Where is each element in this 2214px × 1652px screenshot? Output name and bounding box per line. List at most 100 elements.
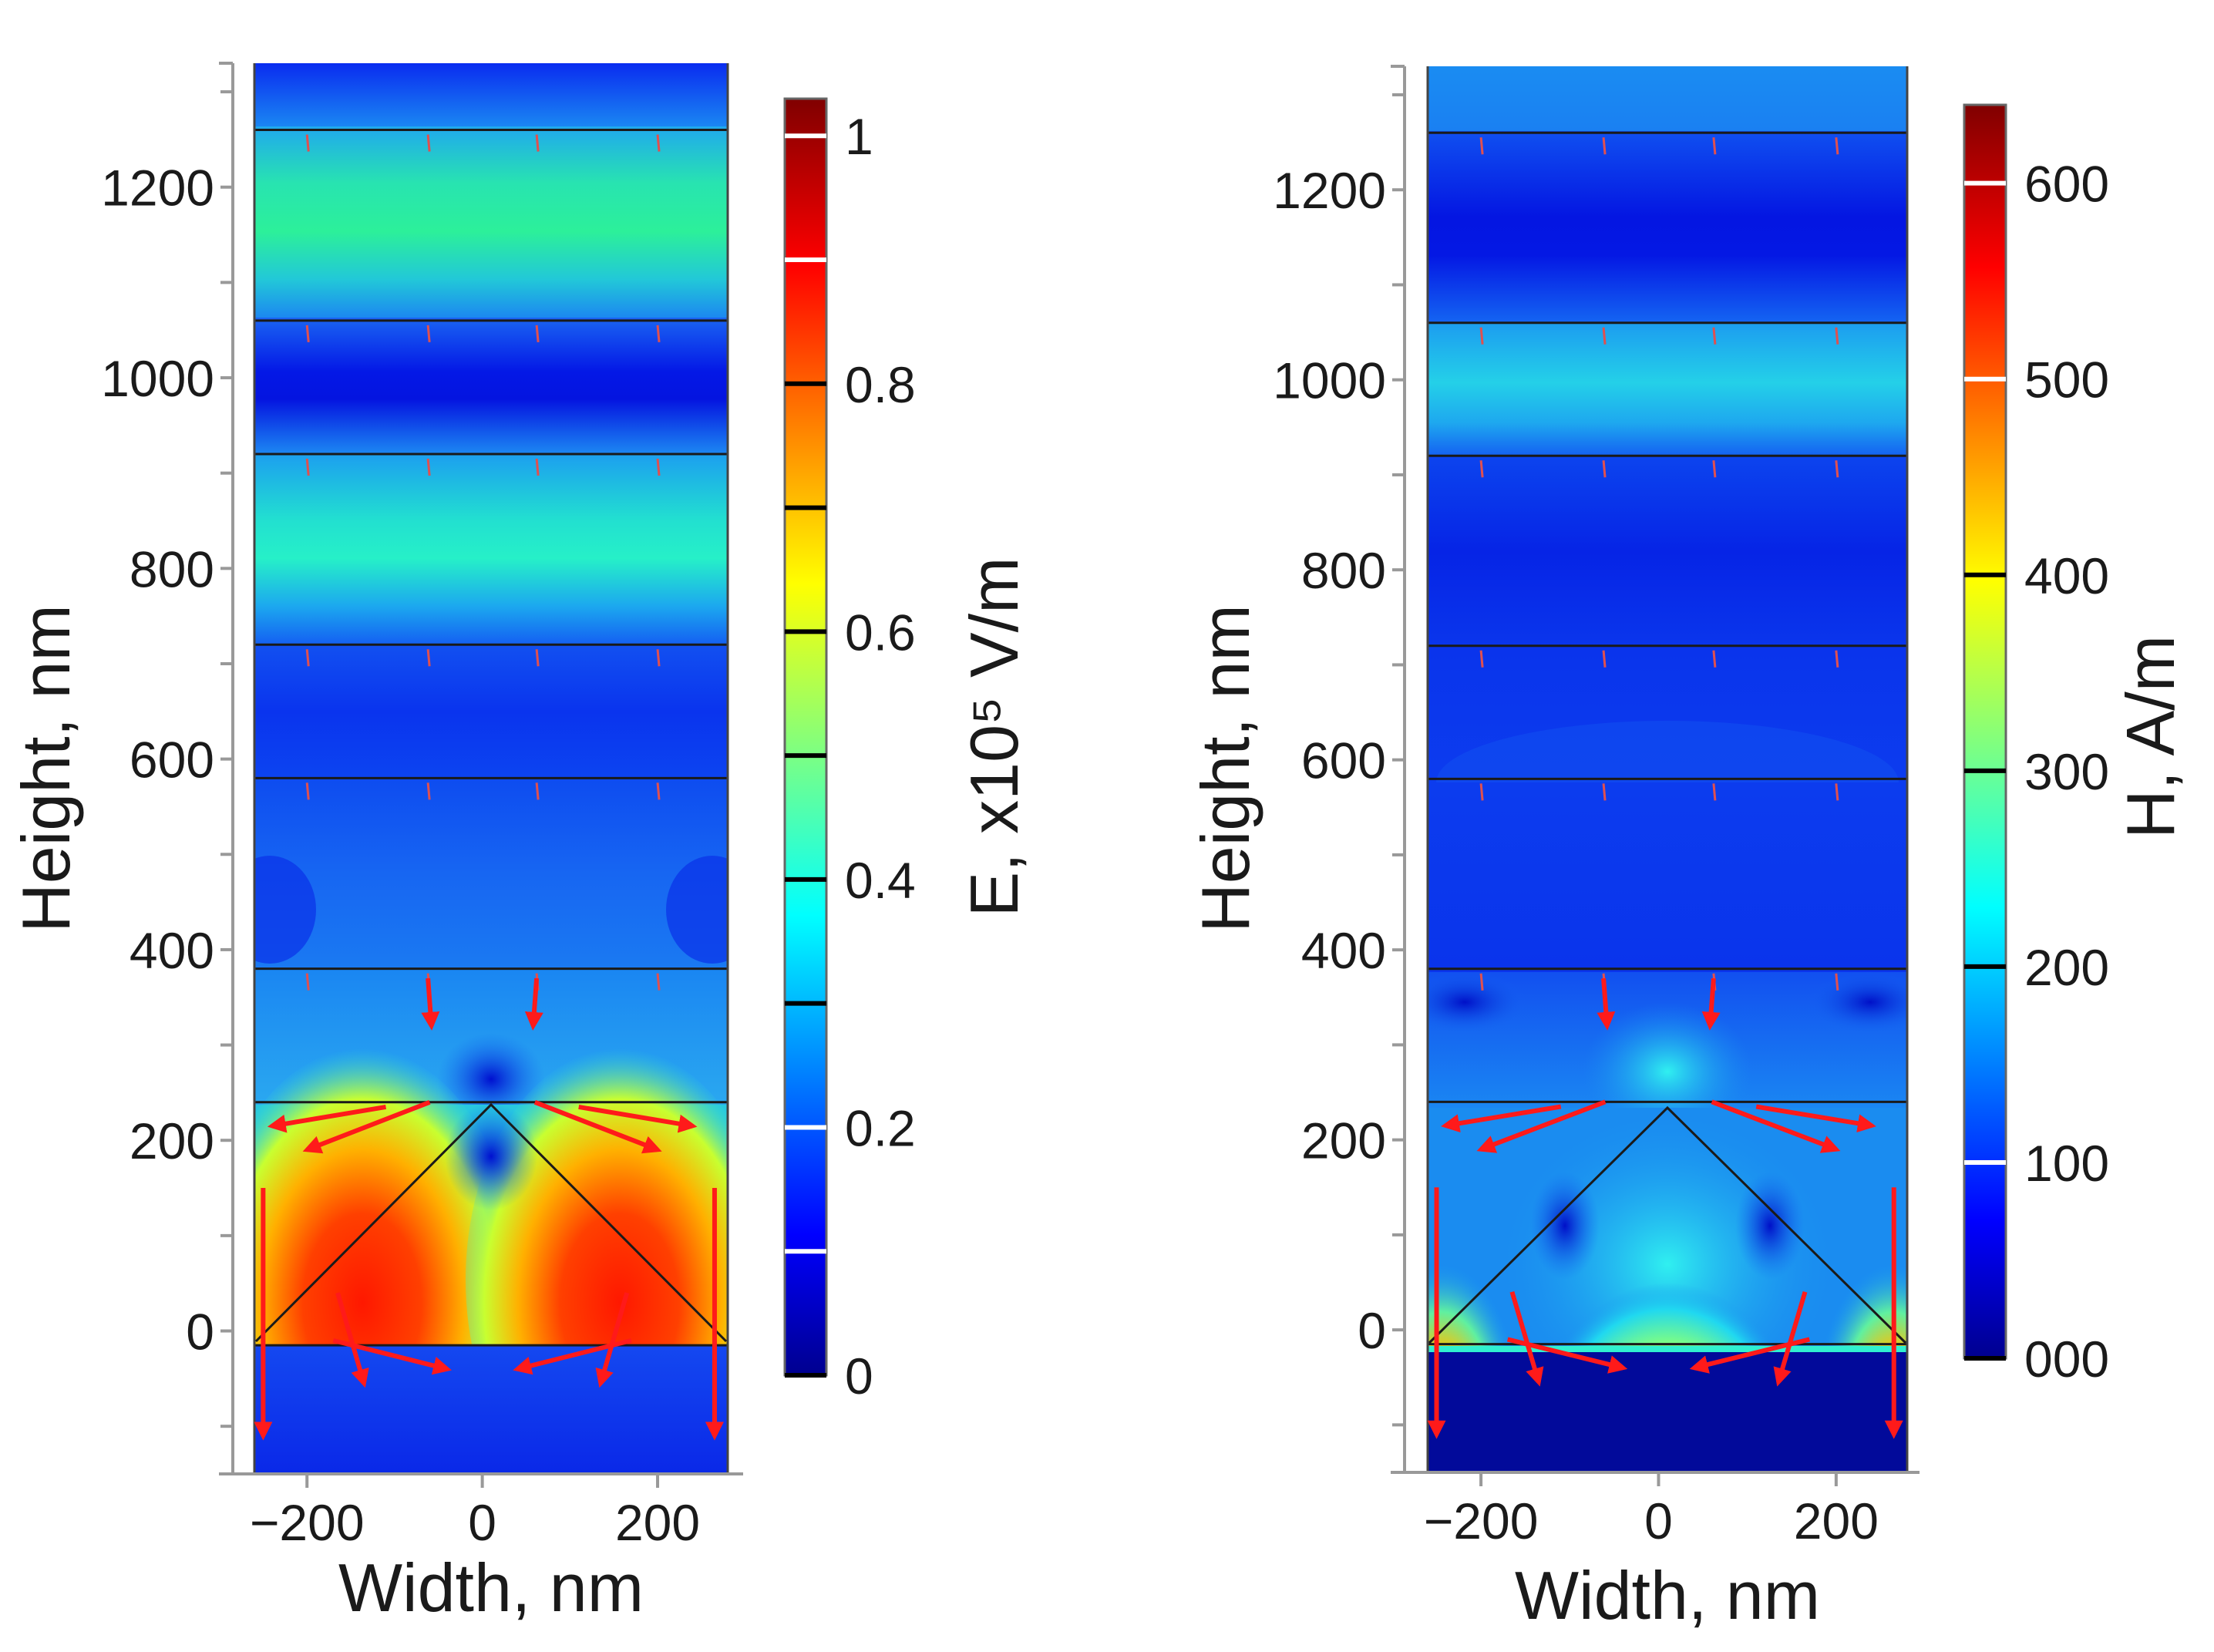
flow-arrow xyxy=(1476,1099,1607,1153)
small-arrow xyxy=(1835,327,1839,345)
y-tick-label: 0 xyxy=(1358,1302,1386,1359)
flow-arrow xyxy=(1509,1290,1544,1387)
y-tick-label: 1000 xyxy=(1273,352,1386,409)
left-poynting-arrows xyxy=(254,134,724,1441)
y-tick-label: 600 xyxy=(1301,732,1386,789)
small-arrow xyxy=(1602,327,1607,345)
flow-arrow xyxy=(421,977,440,1031)
right-colorbar: 000 100 200 300 400 500 600 H, A/m xyxy=(1963,103,2189,1388)
left-colorbar: 0 0.2 0.4 0.6 0.8 1 E, x10⁵ V/m xyxy=(783,97,1032,1405)
right-colorbar-gradient xyxy=(1963,103,2007,1360)
left-x-axis-title: Width, nm xyxy=(338,1549,644,1626)
y-tick-label: 800 xyxy=(1301,542,1386,599)
small-arrow xyxy=(656,782,661,800)
colorbar-tick-label: 500 xyxy=(2024,352,2109,409)
y-tick-label: 0 xyxy=(186,1304,214,1361)
right-x-axis: −200 0 200 xyxy=(1403,1471,1920,1549)
colorbar-tick-label: 200 xyxy=(2024,939,2109,996)
colorbar-tick-label: 0 xyxy=(845,1348,873,1405)
left-colorbar-gradient xyxy=(783,97,828,1377)
small-arrow xyxy=(426,325,431,342)
small-arrow xyxy=(1712,650,1717,668)
small-arrow xyxy=(656,325,661,342)
small-arrow xyxy=(426,649,431,667)
x-tick-label: 200 xyxy=(615,1494,700,1551)
flow-arrow xyxy=(578,1104,698,1133)
small-arrow xyxy=(1602,460,1607,478)
small-arrow xyxy=(1602,650,1607,668)
small-arrow xyxy=(535,325,540,342)
right-pyramid-outline xyxy=(1428,1105,1907,1344)
small-arrow xyxy=(1712,783,1717,801)
small-arrow xyxy=(1479,783,1484,801)
small-arrow xyxy=(1835,650,1839,668)
colorbar-tick-label: 600 xyxy=(2024,156,2109,213)
flow-arrow xyxy=(524,977,543,1031)
y-tick-label: 400 xyxy=(130,922,214,979)
colorbar-tick-label: 0.8 xyxy=(845,356,916,413)
x-tick-label: 0 xyxy=(468,1494,496,1551)
right-nanostructure xyxy=(1428,1105,1907,1344)
flow-arrow xyxy=(1597,977,1616,1031)
small-arrow xyxy=(1835,973,1839,991)
small-arrow xyxy=(1602,137,1607,155)
y-tick-label: 600 xyxy=(130,732,214,789)
small-arrow xyxy=(656,973,661,991)
small-arrow xyxy=(656,134,661,152)
left-layer-boundaries xyxy=(253,63,729,1474)
colorbar-tick-label: 300 xyxy=(2024,743,2109,800)
y-tick-label: 1000 xyxy=(101,350,214,407)
left-nanostructure xyxy=(254,1102,728,1343)
y-tick-label: 200 xyxy=(1301,1112,1386,1169)
small-arrow xyxy=(656,649,661,667)
flow-arrow xyxy=(1711,1099,1841,1153)
small-arrow xyxy=(1835,783,1839,801)
small-arrow xyxy=(1712,460,1717,478)
left-y-axis: 0 200 400 600 800 1000 1200 xyxy=(101,62,234,1475)
small-arrow xyxy=(1479,973,1484,991)
small-arrow xyxy=(535,134,540,152)
colorbar-tick-label: 400 xyxy=(2024,547,2109,604)
colorbar-tick-label: 1 xyxy=(845,108,873,165)
small-arrow xyxy=(1835,460,1839,478)
flow-arrow xyxy=(1506,1337,1628,1374)
flow-arrow xyxy=(267,1104,387,1133)
right-x-axis-title: Width, nm xyxy=(1515,1557,1820,1633)
left-colorbar-title: E, x10⁵ V/m xyxy=(956,557,1032,917)
right-layer-boundaries xyxy=(1426,66,1909,1472)
small-arrow xyxy=(426,782,431,800)
right-poynting-arrows xyxy=(1427,137,1903,1439)
flow-arrow xyxy=(302,1099,431,1154)
small-arrow xyxy=(1479,650,1484,668)
small-arrow xyxy=(305,458,310,476)
small-arrow xyxy=(1835,137,1839,155)
small-arrow xyxy=(1712,137,1717,155)
small-arrow xyxy=(535,649,540,667)
colorbar-tick-label: 0.4 xyxy=(845,852,916,909)
x-tick-label: −200 xyxy=(250,1494,365,1551)
small-arrow xyxy=(1479,460,1484,478)
x-tick-label: −200 xyxy=(1424,1492,1539,1549)
flow-arrow xyxy=(1441,1104,1562,1133)
small-arrow xyxy=(1479,137,1484,155)
small-arrow xyxy=(1602,783,1607,801)
flow-arrow xyxy=(332,1337,452,1375)
small-arrow xyxy=(305,973,310,991)
flow-arrow xyxy=(1773,1290,1808,1387)
colorbar-tick-label: 0.6 xyxy=(845,604,916,661)
left-x-axis: −200 0 200 xyxy=(231,1472,743,1551)
right-field-map xyxy=(1428,66,1907,1472)
flow-arrow xyxy=(513,1337,632,1375)
left-pyramid-outline xyxy=(254,1102,728,1343)
flow-arrow xyxy=(335,1292,369,1388)
small-arrow xyxy=(426,458,431,476)
x-tick-label: 0 xyxy=(1644,1492,1673,1549)
flow-arrow xyxy=(1701,977,1721,1031)
right-y-axis-title: Height, nm xyxy=(1187,604,1263,933)
flow-arrow xyxy=(1755,1104,1876,1133)
small-arrow xyxy=(656,458,661,476)
y-tick-label: 1200 xyxy=(1273,162,1386,219)
small-arrow xyxy=(535,782,540,800)
left-field-map xyxy=(254,63,728,1474)
